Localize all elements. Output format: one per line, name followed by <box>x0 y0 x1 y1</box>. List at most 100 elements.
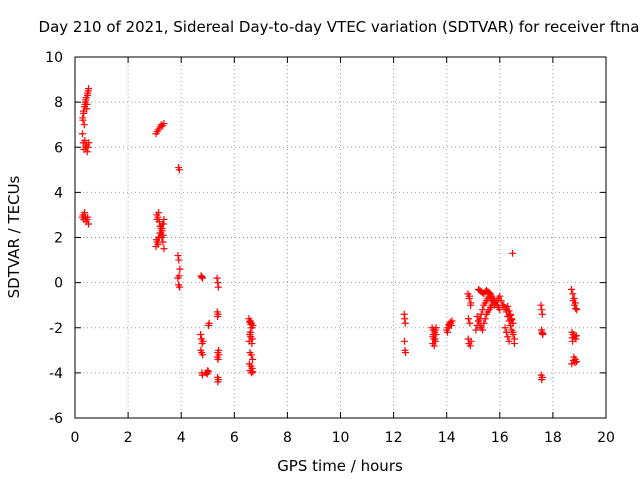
data-point <box>502 328 510 336</box>
x-tick-label: 16 <box>491 430 509 446</box>
data-point <box>205 321 213 329</box>
y-tick-label: 4 <box>54 185 63 201</box>
data-point <box>466 319 474 327</box>
x-tick-label: 14 <box>438 430 456 446</box>
y-axis-label: SDTVAR / TECUs <box>5 175 23 298</box>
x-tick-label: 10 <box>332 430 350 446</box>
data-point <box>504 333 512 341</box>
data-point <box>249 355 257 363</box>
data-point <box>538 376 546 384</box>
chart-title: Day 210 of 2021, Sidereal Day-to-day VTE… <box>39 18 640 36</box>
data-series <box>78 85 581 386</box>
x-tick-label: 6 <box>230 430 239 446</box>
data-point <box>197 331 205 339</box>
data-point <box>480 319 488 327</box>
data-point <box>570 301 578 309</box>
data-point <box>199 337 207 345</box>
x-tick-label: 20 <box>597 430 615 446</box>
y-axis: -6 -4 -2 0 2 4 6 8 10 <box>45 50 606 427</box>
data-point <box>481 315 489 323</box>
data-point <box>497 297 505 305</box>
data-point <box>443 328 451 336</box>
data-point <box>159 238 167 246</box>
data-point <box>246 328 254 336</box>
data-point <box>80 121 88 129</box>
data-point <box>538 310 546 318</box>
data-point <box>175 272 183 280</box>
data-point <box>402 349 410 357</box>
data-point <box>446 318 454 326</box>
data-point <box>573 306 581 314</box>
data-point <box>247 351 255 359</box>
data-point <box>198 371 206 379</box>
y-tick-label: -2 <box>49 321 63 337</box>
data-point <box>505 337 513 345</box>
data-point <box>156 222 164 230</box>
data-point <box>431 335 439 343</box>
data-point <box>160 120 168 128</box>
x-tick-label: 0 <box>71 430 80 446</box>
data-point <box>175 166 183 174</box>
data-point <box>506 311 514 319</box>
data-point <box>85 139 93 147</box>
data-point <box>84 213 92 221</box>
data-point <box>213 274 221 282</box>
data-point <box>248 324 256 332</box>
data-point <box>176 283 184 291</box>
grid <box>75 57 606 418</box>
data-point <box>78 130 86 138</box>
data-point <box>85 220 93 228</box>
data-point <box>571 359 579 367</box>
data-point <box>214 312 222 320</box>
data-point <box>249 368 257 376</box>
data-point <box>400 337 408 345</box>
data-point <box>496 292 504 300</box>
data-point <box>488 301 496 309</box>
data-point <box>429 331 437 339</box>
data-point <box>157 229 165 237</box>
data-point <box>464 335 472 343</box>
x-tick-label: 18 <box>544 430 562 446</box>
data-point <box>447 321 455 329</box>
data-point <box>79 114 87 122</box>
data-point <box>247 320 255 328</box>
data-point <box>466 292 474 300</box>
data-point <box>84 143 92 151</box>
data-point <box>479 306 487 314</box>
data-point <box>539 329 547 337</box>
data-point <box>509 249 517 257</box>
data-point <box>572 332 580 340</box>
data-point <box>569 290 577 298</box>
data-point <box>537 301 545 309</box>
data-point <box>567 285 575 293</box>
y-tick-label: 0 <box>54 276 63 292</box>
data-point <box>475 317 483 325</box>
data-point <box>473 312 481 320</box>
data-point <box>176 265 184 273</box>
data-point <box>510 340 518 348</box>
data-point <box>81 209 89 217</box>
data-point <box>84 87 92 95</box>
data-point <box>464 315 472 323</box>
data-point <box>496 306 504 314</box>
y-tick-label: -4 <box>49 366 63 382</box>
data-point <box>509 328 517 336</box>
data-point <box>155 209 163 217</box>
data-point <box>83 91 91 99</box>
data-point <box>572 305 580 313</box>
data-point <box>501 324 509 332</box>
data-point <box>504 302 512 310</box>
y-tick-label: 6 <box>54 140 63 156</box>
data-point <box>472 326 480 334</box>
data-point <box>174 252 182 260</box>
data-point <box>214 355 222 363</box>
data-point <box>508 316 516 324</box>
data-point <box>153 215 161 223</box>
data-point <box>569 297 577 305</box>
x-axis: 0 2 4 6 8 10 12 14 16 18 20 <box>71 57 615 446</box>
x-tick-label: 2 <box>124 430 133 446</box>
y-tick-label: -6 <box>49 411 63 427</box>
data-point <box>248 369 256 377</box>
data-point <box>430 342 438 350</box>
